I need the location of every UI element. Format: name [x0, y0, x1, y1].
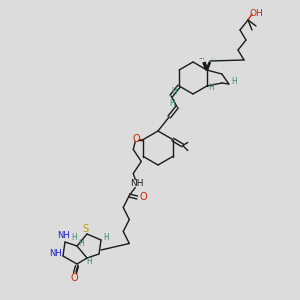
Text: NH: NH	[49, 250, 62, 259]
Text: H: H	[86, 257, 92, 266]
Text: NH: NH	[130, 179, 144, 188]
Text: O: O	[140, 193, 147, 202]
Text: H: H	[171, 86, 177, 95]
Text: O: O	[133, 134, 140, 145]
Text: H: H	[231, 77, 237, 86]
Text: H: H	[78, 238, 84, 247]
Text: NH: NH	[57, 230, 69, 239]
Text: H: H	[103, 233, 109, 242]
Text: H: H	[169, 100, 175, 109]
Text: H: H	[208, 83, 214, 92]
Text: O: O	[70, 273, 78, 283]
Text: S: S	[82, 224, 88, 234]
Text: OH: OH	[249, 10, 263, 19]
Text: ···: ···	[210, 56, 215, 61]
Text: H: H	[71, 233, 77, 242]
Text: ···: ···	[199, 56, 205, 62]
